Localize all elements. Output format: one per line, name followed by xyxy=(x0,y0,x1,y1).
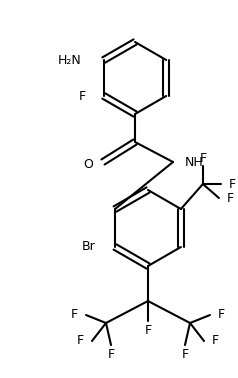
Text: NH: NH xyxy=(185,155,204,169)
Text: F: F xyxy=(79,90,86,102)
Text: F: F xyxy=(227,192,234,204)
Text: F: F xyxy=(107,349,114,361)
Text: F: F xyxy=(218,308,225,322)
Text: F: F xyxy=(77,335,84,347)
Text: F: F xyxy=(181,349,188,361)
Text: F: F xyxy=(71,308,78,322)
Text: H₂N: H₂N xyxy=(58,54,82,67)
Text: O: O xyxy=(83,158,93,170)
Text: Br: Br xyxy=(81,240,95,254)
Text: F: F xyxy=(199,152,207,164)
Text: F: F xyxy=(212,335,219,347)
Text: F: F xyxy=(144,324,152,338)
Text: F: F xyxy=(229,178,236,191)
